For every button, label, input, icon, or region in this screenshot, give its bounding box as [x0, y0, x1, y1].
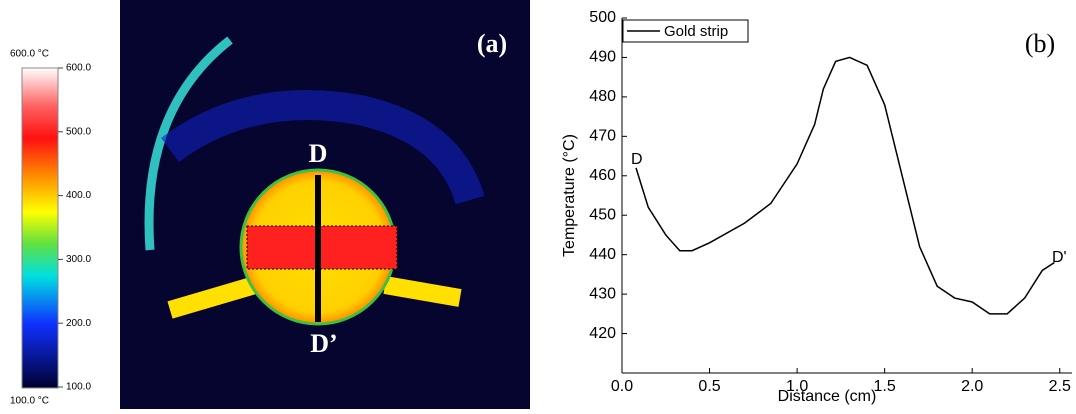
- x-tick-label: 1.5: [874, 378, 896, 395]
- x-axis-label: Distance (cm): [778, 388, 877, 405]
- panel-label: (b): [1025, 29, 1055, 58]
- colorbar-tick-label: 500.0: [66, 126, 91, 137]
- point-label: D’: [310, 329, 337, 358]
- colorbar-max-label: 600.0 °C: [10, 49, 49, 60]
- y-axis-label: Temperature (°C): [561, 134, 578, 257]
- point-label: D: [309, 139, 328, 168]
- colorbar-tick-label: 300.0: [66, 254, 91, 265]
- y-tick-label: 480: [589, 88, 616, 105]
- point-label: D: [631, 151, 643, 168]
- colorbar-tick-label: 400.0: [66, 190, 91, 201]
- y-tick-label: 450: [589, 206, 616, 223]
- panel-label: (a): [477, 29, 507, 58]
- colorbar-tick-label: 200.0: [66, 318, 91, 329]
- x-tick-label: 2.0: [961, 378, 983, 395]
- y-tick-label: 440: [589, 246, 616, 263]
- point-label: D': [1052, 249, 1067, 266]
- x-tick-label: 0.0: [611, 378, 633, 395]
- data-line: [636, 57, 1054, 313]
- y-tick-label: 460: [589, 167, 616, 184]
- y-tick-label: 430: [589, 285, 616, 302]
- x-tick-label: 0.5: [698, 378, 720, 395]
- colorbar: [22, 68, 58, 388]
- y-tick-label: 500: [589, 9, 616, 26]
- y-tick-label: 420: [589, 325, 616, 342]
- colorbar-tick-label: 600.0: [66, 63, 91, 74]
- gold-strip-hot: [247, 226, 397, 269]
- figure: 600.0 °C 100.0 °C 600.0 500.0 400.0 300.0 200.…: [0, 0, 1076, 409]
- y-tick-label: 470: [589, 128, 616, 145]
- legend-label: Gold strip: [664, 23, 728, 40]
- colorbar-min-label: 100.0 °C: [10, 396, 49, 407]
- colorbar-tick-label: 100.0: [66, 382, 91, 393]
- y-tick-label: 490: [589, 49, 616, 66]
- x-tick-label: 2.5: [1049, 378, 1071, 395]
